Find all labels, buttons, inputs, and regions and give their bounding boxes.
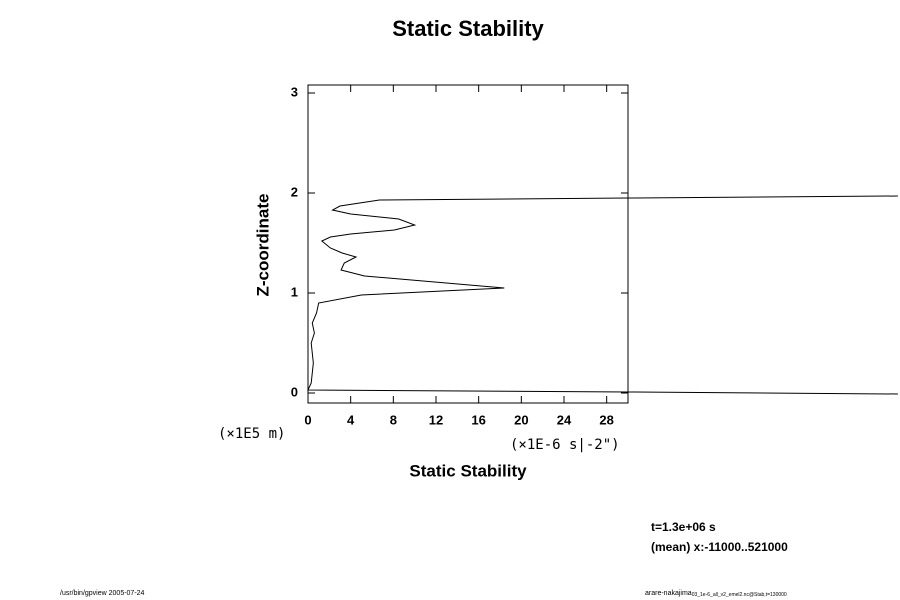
annotation: (mean) x:-11000..521000 [651, 540, 788, 554]
y-tick-label: 1 [291, 284, 298, 299]
x-tick-label: 0 [304, 412, 311, 427]
x-tick-label: 20 [514, 412, 528, 427]
footer: arare-nakajima [645, 590, 692, 597]
chart-title: Static Stability [392, 16, 544, 41]
x-tick-label: 16 [471, 412, 485, 427]
annotation: t=1.3e+06 s [651, 520, 716, 534]
footer-sub: 03_1e-6_all_v2_emel2.nc@Stab,t=130000 [692, 592, 787, 598]
x-tick-label: 12 [429, 412, 443, 427]
y-tick-label: 0 [291, 384, 298, 399]
y-unit: (×1E5 m) [218, 426, 285, 442]
footer: arare-nakajima03_1e-6_all_v2_emel2.nc@St… [645, 590, 787, 598]
y-tick-label: 2 [291, 184, 298, 199]
x-tick-label: 24 [557, 412, 572, 427]
y-tick-label: 3 [291, 84, 298, 99]
plot-frame [307, 84, 629, 404]
x-tick-label: 8 [390, 412, 397, 427]
profile-line [307, 195, 898, 395]
x-unit: (×1E-6 s|-2") [510, 437, 620, 453]
x-tick-label: 4 [347, 412, 355, 427]
footer: /usr/bin/gpview 2005-07-24 [60, 590, 145, 597]
x-tick-label: 28 [599, 412, 613, 427]
x-axis-label: Static Stability [409, 461, 527, 480]
y-axis-label: Z-coordinate [253, 194, 272, 297]
